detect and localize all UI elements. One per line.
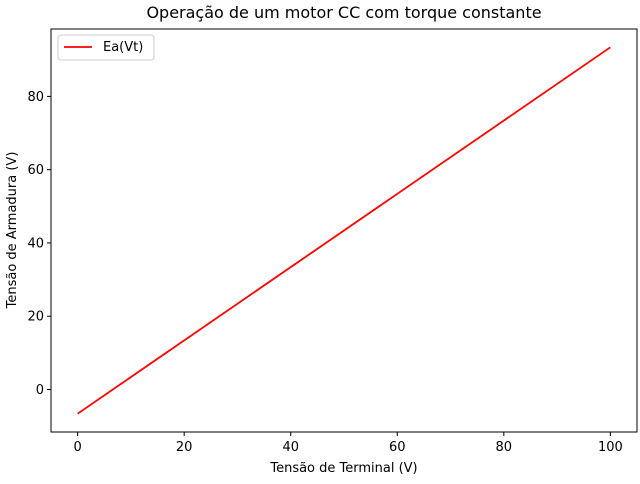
series-line-0 [77,46,611,415]
chart-title: Operação de um motor CC com torque const… [146,3,541,22]
y-tick-label: 20 [27,310,44,325]
x-tick-label: 40 [282,440,299,455]
y-tick-label: 40 [27,236,44,251]
y-tick-label: 0 [36,383,44,398]
legend-label: Ea(Vt) [103,40,143,55]
axes-frame [50,28,638,433]
y-axis-label: Tensão de Armadura (V) [5,152,20,310]
x-tick-label: 100 [598,440,623,455]
y-tick-label: 80 [27,90,44,105]
y-tick-label: 60 [27,163,44,178]
legend: Ea(Vt) [57,34,155,61]
x-tick-label: 20 [176,440,193,455]
x-tick-label: 80 [496,440,513,455]
x-tick-label: 0 [73,440,81,455]
plot-area: 0 20 40 60 80 100 0 20 40 60 80 [27,28,638,455]
y-axis-ticks: 0 20 40 60 80 [27,90,51,398]
legend-box [57,34,155,61]
series-layer [77,46,611,415]
x-tick-label: 60 [389,440,406,455]
x-axis-ticks: 0 20 40 60 80 100 [73,432,623,455]
x-axis-label: Tensão de Terminal (V) [269,461,417,476]
